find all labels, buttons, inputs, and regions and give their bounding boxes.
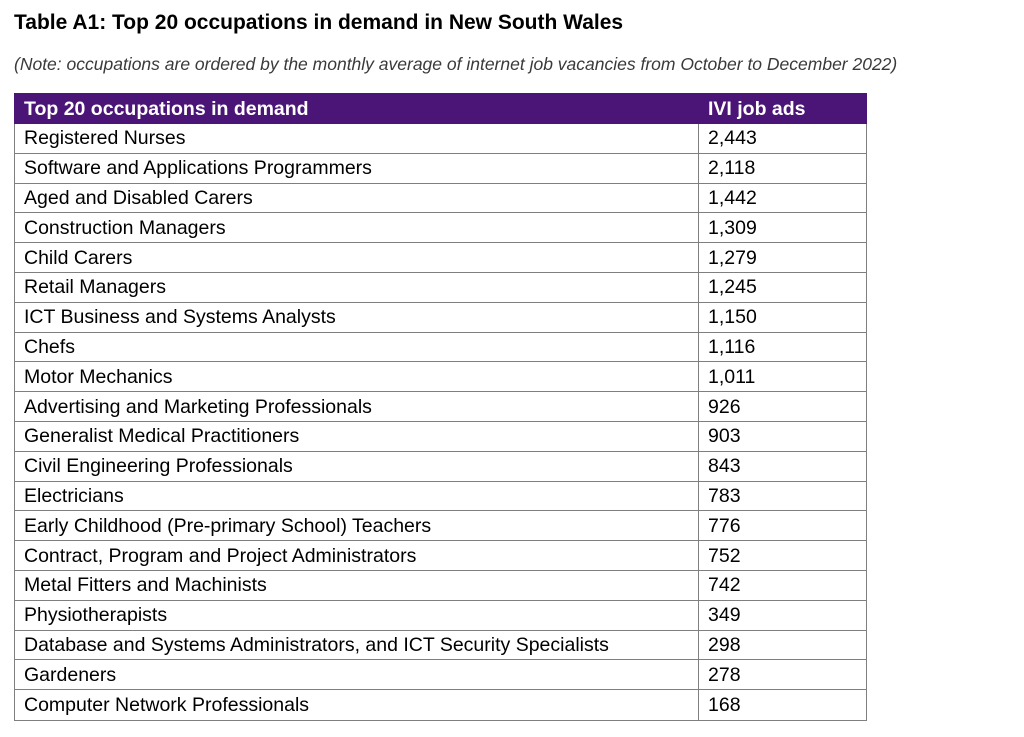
job-ads-cell: 2,443	[698, 123, 867, 154]
occupation-cell: Motor Mechanics	[14, 361, 699, 393]
occupation-cell: Construction Managers	[14, 212, 699, 244]
occupation-cell: ICT Business and Systems Analysts	[14, 301, 699, 333]
job-ads-cell: 1,011	[698, 361, 867, 393]
job-ads-cell: 2,118	[698, 152, 867, 184]
occupation-cell: Advertising and Marketing Professionals	[14, 391, 699, 422]
job-ads-cell: 752	[698, 540, 867, 571]
occupation-cell: Computer Network Professionals	[14, 689, 699, 721]
job-ads-cell: 1,442	[698, 182, 867, 214]
table-row: Aged and Disabled Carers 1,442	[14, 182, 867, 214]
table-title: Table A1: Top 20 occupations in demand i…	[14, 11, 624, 34]
occupation-cell: Physiotherapists	[14, 599, 699, 631]
occupation-cell: Metal Fitters and Machinists	[14, 569, 699, 601]
header-occupation: Top 20 occupations in demand	[14, 93, 699, 124]
occupation-cell: Chefs	[14, 331, 699, 363]
job-ads-cell: 278	[698, 659, 867, 691]
job-ads-cell: 168	[698, 689, 867, 721]
table-header: Top 20 occupations in demand IVI job ads	[14, 93, 867, 124]
job-ads-cell: 783	[698, 480, 867, 512]
table-row: ICT Business and Systems Analysts 1,150	[14, 301, 867, 333]
header-row: Top 20 occupations in demand IVI job ads	[14, 93, 867, 124]
table-row: Registered Nurses 2,443	[14, 123, 867, 154]
table-row: Civil Engineering Professionals 843	[14, 450, 867, 482]
table-row: Electricians 783	[14, 480, 867, 512]
table-row: Gardeners 278	[14, 659, 867, 691]
job-ads-cell: 742	[698, 569, 867, 601]
table-row: Software and Applications Programmers 2,1…	[14, 152, 867, 184]
job-ads-cell: 926	[698, 391, 867, 422]
occupation-cell: Gardeners	[14, 659, 699, 691]
table-row: Early Childhood (Pre-primary School) Tea…	[14, 510, 867, 542]
table-note: (Note: occupations are ordered by the mo…	[14, 54, 898, 74]
occupation-cell: Retail Managers	[14, 271, 699, 303]
table-row: Construction Managers 1,309	[14, 212, 867, 244]
table-body: Registered Nurses 2,443 Software and Appli…	[14, 123, 867, 721]
occupation-cell: Database and Systems Administrators, and…	[14, 629, 699, 661]
occupation-cell: Civil Engineering Professionals	[14, 450, 699, 482]
occupation-cell: Aged and Disabled Carers	[14, 182, 699, 214]
occupation-cell: Software and Applications Programmers	[14, 152, 699, 184]
occupations-table: Top 20 occupations in demand IVI job ads…	[14, 93, 867, 721]
job-ads-cell: 349	[698, 599, 867, 631]
occupation-cell: Registered Nurses	[14, 123, 699, 154]
table-row: Child Carers 1,279	[14, 242, 867, 273]
job-ads-cell: 298	[698, 629, 867, 661]
job-ads-cell: 903	[698, 420, 867, 452]
table-row: Generalist Medical Practitioners 903	[14, 420, 867, 452]
table-row: Chefs 1,116	[14, 331, 867, 363]
table-row: Advertising and Marketing Professionals 9…	[14, 391, 867, 422]
occupation-cell: Contract, Program and Project Administra…	[14, 540, 699, 571]
job-ads-cell: 1,309	[698, 212, 867, 244]
occupation-cell: Electricians	[14, 480, 699, 512]
table-row: Metal Fitters and Machinists 742	[14, 569, 867, 601]
occupation-cell: Child Carers	[14, 242, 699, 273]
table-row: Physiotherapists 349	[14, 599, 867, 631]
table-row: Database and Systems Administrators, and…	[14, 629, 867, 661]
table-row: Retail Managers 1,245	[14, 271, 867, 303]
table-row: Contract, Program and Project Administra…	[14, 540, 867, 571]
table-row: Motor Mechanics 1,011	[14, 361, 867, 393]
occupation-cell: Generalist Medical Practitioners	[14, 420, 699, 452]
job-ads-cell: 843	[698, 450, 867, 482]
header-ivi-job-ads: IVI job ads	[698, 93, 867, 124]
table-row: Computer Network Professionals 168	[14, 689, 867, 721]
job-ads-cell: 776	[698, 510, 867, 542]
job-ads-cell: 1,116	[698, 331, 867, 363]
job-ads-cell: 1,245	[698, 271, 867, 303]
job-ads-cell: 1,150	[698, 301, 867, 333]
job-ads-cell: 1,279	[698, 242, 867, 273]
occupation-cell: Early Childhood (Pre-primary School) Tea…	[14, 510, 699, 542]
